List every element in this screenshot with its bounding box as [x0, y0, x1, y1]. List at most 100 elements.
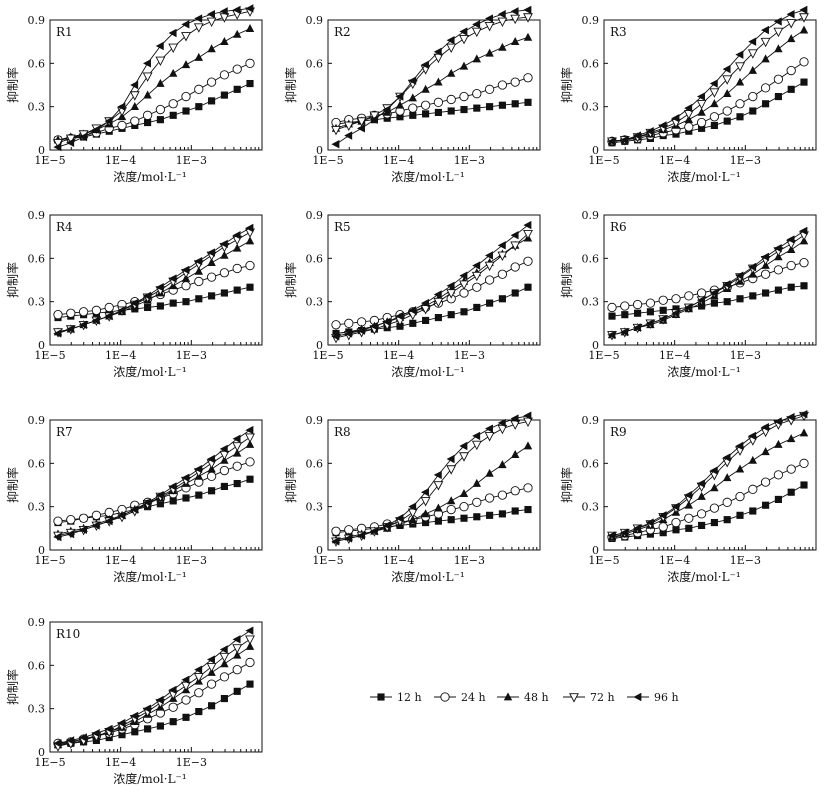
data-point: [632, 524, 641, 533]
series-72h: [331, 13, 533, 136]
data-point: [446, 36, 455, 45]
series-line: [611, 262, 805, 308]
data-point: [645, 518, 654, 527]
data-point: [709, 288, 718, 298]
data-point: [220, 91, 228, 99]
panel-label: R8: [334, 425, 351, 439]
legend: 12 h 24 h 48 h 72 h 96 h: [370, 691, 679, 704]
series-line: [57, 7, 251, 148]
data-point: [723, 516, 731, 524]
data-point: [762, 289, 770, 297]
data-point: [206, 454, 215, 464]
data-point: [129, 91, 140, 101]
data-point: [142, 291, 151, 301]
data-point: [671, 114, 680, 123]
data-point: [447, 107, 455, 115]
data-point: [722, 64, 731, 74]
series-line: [335, 445, 529, 541]
data-point: [735, 464, 745, 473]
x-tick-label: 1E−4: [659, 154, 690, 167]
data-point: [396, 322, 404, 330]
series-line: [611, 462, 805, 538]
data-point: [182, 713, 190, 721]
data-point: [206, 17, 217, 28]
series-line: [57, 83, 251, 141]
data-point: [104, 311, 113, 321]
data-point: [709, 112, 720, 122]
data-point: [497, 418, 506, 428]
data-point: [78, 307, 89, 317]
data-point: [245, 425, 254, 435]
data-point: [473, 513, 481, 521]
y-tick-label: 0: [38, 144, 45, 157]
data-point: [130, 116, 140, 126]
data-point: [156, 302, 164, 310]
plot-frame: [49, 621, 263, 753]
x-tick-label: 1E−3: [454, 154, 485, 167]
x-tick-label: 1E−5: [312, 349, 343, 362]
data-point: [220, 250, 229, 259]
data-point: [799, 5, 808, 15]
panel-label: R9: [610, 425, 627, 439]
data-point: [232, 665, 242, 675]
series-line: [611, 240, 805, 336]
data-point: [460, 514, 468, 522]
data-point: [78, 525, 87, 534]
data-point: [524, 283, 532, 291]
y-tick-label: 0: [592, 339, 599, 352]
data-point: [709, 466, 718, 475]
data-point: [155, 56, 166, 67]
y-tick-label: 0.6: [28, 252, 46, 265]
data-point: [232, 64, 242, 74]
data-point: [91, 510, 102, 520]
data-point: [760, 423, 769, 432]
data-point: [774, 286, 782, 294]
data-point: [799, 13, 809, 23]
y-tick-label: 0.9: [306, 209, 324, 222]
data-point: [91, 729, 100, 738]
data-point: [344, 329, 353, 338]
data-point: [773, 244, 782, 253]
data-point: [233, 29, 242, 38]
data-point: [344, 534, 353, 543]
x-axis-title: 浓度/mol·L⁻¹: [113, 771, 186, 786]
chart-panel-r9: R9 0 0.3 0.6 0.9 1E−5 1E−4 1E−3 浓度/mol·L⁻¹ 抑制率: [559, 410, 817, 584]
series-line: [335, 415, 529, 542]
data-point: [632, 323, 641, 332]
legend-item-12h: 12 h: [370, 691, 422, 704]
data-point: [484, 84, 495, 94]
data-point: [446, 94, 456, 105]
data-point: [246, 680, 254, 688]
data-point: [696, 92, 705, 101]
data-point: [748, 455, 757, 464]
data-point: [697, 491, 706, 500]
x-tick-label: 1E−5: [34, 756, 65, 769]
data-point: [459, 502, 469, 512]
data-point: [422, 316, 430, 325]
data-point: [472, 261, 481, 270]
data-point: [710, 518, 718, 527]
y-tick-label: 0: [316, 339, 323, 352]
x-tick-label: 1E−3: [176, 349, 207, 362]
data-point: [195, 491, 203, 499]
data-point: [232, 644, 243, 654]
data-point: [181, 473, 190, 482]
data-point: [219, 70, 230, 80]
data-point: [434, 503, 443, 512]
data-point: [245, 433, 255, 443]
data-point: [356, 117, 367, 127]
series-line: [335, 224, 529, 337]
data-point: [220, 37, 229, 46]
data-point: [233, 243, 242, 252]
data-point: [433, 297, 444, 308]
chart-panel-r3: R3 0 0.3 0.6 0.9 1E−5 1E−4 1E−3 浓度/mol·L⁻¹ 抑制率: [559, 5, 817, 184]
data-point: [786, 464, 796, 474]
data-point: [471, 440, 482, 451]
data-point: [369, 111, 380, 121]
data-point: [78, 513, 89, 523]
series-line: [335, 420, 529, 542]
data-point: [155, 41, 164, 51]
data-point: [735, 50, 744, 59]
data-point: [246, 79, 254, 88]
data-point: [484, 493, 495, 503]
